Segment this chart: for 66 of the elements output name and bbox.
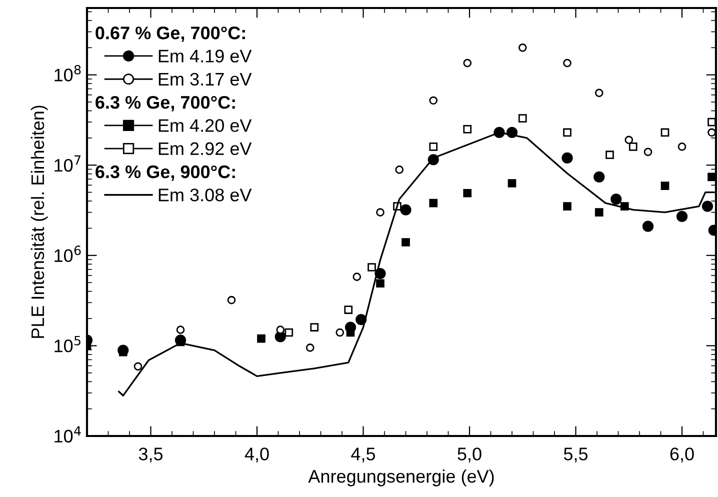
point <box>376 279 384 288</box>
point <box>284 328 294 337</box>
point <box>429 142 438 151</box>
point <box>678 142 686 151</box>
point <box>463 188 472 198</box>
point <box>400 204 412 216</box>
annotation: 0.67 % Ge, 700°C: <box>96 26 245 42</box>
annotation: 6.3 % Ge, 900°C: <box>96 165 235 181</box>
point <box>508 179 516 188</box>
point <box>395 166 404 174</box>
x-tick-label: 6,0 <box>670 448 694 463</box>
y-tick-label: 10$^{4}$ <box>54 426 81 443</box>
point <box>594 208 604 217</box>
legend-label: Em 4.20 eV <box>158 119 252 132</box>
annotation: 6.3 % Ge, 700°C: <box>96 96 235 112</box>
point <box>310 323 319 332</box>
point <box>429 198 438 208</box>
point <box>708 128 716 137</box>
point <box>463 58 472 68</box>
point <box>518 114 527 122</box>
point <box>660 182 670 190</box>
point <box>628 142 638 151</box>
point <box>676 210 688 222</box>
point <box>376 208 384 217</box>
point <box>594 171 605 182</box>
x-tick-label: 4,0 <box>244 448 269 463</box>
y-axis-title: PLE Intensität (rel. Einheiten) <box>30 106 48 338</box>
point <box>563 128 572 137</box>
legend-label: Em 2.92 eV <box>158 142 252 156</box>
point <box>402 238 410 246</box>
point <box>227 296 236 304</box>
point <box>134 362 142 371</box>
point <box>518 44 527 52</box>
point <box>644 148 652 156</box>
x-tick-label: 5,5 <box>564 448 588 463</box>
x-axis-title: Anregungsenergie (eV) <box>308 470 494 486</box>
point <box>344 306 353 314</box>
point <box>610 194 622 205</box>
point <box>606 150 614 160</box>
point <box>352 272 362 281</box>
point <box>563 202 572 210</box>
point <box>563 58 572 68</box>
point <box>276 326 285 334</box>
legend-label: Em 3.08 eV <box>158 188 252 202</box>
point <box>624 136 634 144</box>
point <box>642 220 654 232</box>
x-tick-label: 5,0 <box>458 448 482 463</box>
point <box>594 88 604 98</box>
point <box>702 200 714 212</box>
legend-label: Em 4.19 eV <box>158 50 252 62</box>
x-tick-label: 3,5 <box>138 448 163 463</box>
point <box>562 152 573 164</box>
y-tick-label: 10$^{5}$ <box>54 336 80 352</box>
point <box>176 326 185 334</box>
x-tick-label: 4,5 <box>351 448 376 463</box>
y-tick-label: 10$^{7}$ <box>54 155 80 172</box>
point <box>306 344 314 352</box>
legend-label: Em 3.17 eV <box>158 72 252 86</box>
point <box>463 125 472 134</box>
y-tick-label: 10$^{6}$ <box>54 246 81 262</box>
y-tick-label: 10$^{8}$ <box>54 64 81 82</box>
point <box>368 263 376 272</box>
point <box>429 96 438 105</box>
point <box>257 334 266 343</box>
point <box>336 328 344 337</box>
point <box>660 128 670 137</box>
